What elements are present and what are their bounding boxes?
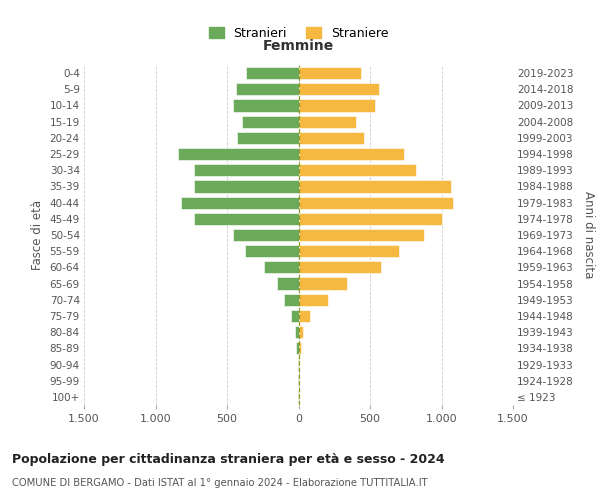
Bar: [237, 132, 299, 144]
Bar: [178, 148, 299, 160]
Bar: [299, 294, 328, 306]
Bar: [299, 326, 303, 338]
Bar: [299, 212, 442, 225]
Bar: [299, 164, 416, 176]
Bar: [264, 262, 299, 274]
Bar: [299, 100, 375, 112]
Bar: [299, 148, 404, 160]
Bar: [299, 116, 356, 128]
Bar: [245, 245, 299, 258]
Bar: [299, 132, 364, 144]
Y-axis label: Anni di nascita: Anni di nascita: [582, 192, 595, 278]
Bar: [284, 294, 299, 306]
Bar: [299, 262, 381, 274]
Bar: [299, 229, 424, 241]
Bar: [299, 180, 451, 192]
Bar: [247, 67, 299, 79]
Legend: Stranieri, Straniere: Stranieri, Straniere: [209, 27, 388, 40]
Bar: [299, 196, 453, 208]
Y-axis label: Fasce di età: Fasce di età: [31, 200, 44, 270]
Bar: [299, 83, 379, 96]
Bar: [299, 342, 301, 354]
Bar: [299, 245, 400, 258]
Bar: [194, 180, 299, 192]
Bar: [236, 83, 299, 96]
Bar: [299, 310, 310, 322]
Bar: [233, 100, 299, 112]
Text: COMUNE DI BERGAMO - Dati ISTAT al 1° gennaio 2024 - Elaborazione TUTTITALIA.IT: COMUNE DI BERGAMO - Dati ISTAT al 1° gen…: [12, 478, 428, 488]
Bar: [277, 278, 299, 289]
Bar: [295, 326, 299, 338]
Bar: [194, 164, 299, 176]
Bar: [194, 212, 299, 225]
Bar: [290, 310, 299, 322]
Bar: [299, 278, 347, 289]
Text: Popolazione per cittadinanza straniera per età e sesso - 2024: Popolazione per cittadinanza straniera p…: [12, 452, 445, 466]
Bar: [181, 196, 299, 208]
Text: Femmine: Femmine: [263, 39, 334, 53]
Bar: [242, 116, 299, 128]
Bar: [233, 229, 299, 241]
Bar: [296, 342, 299, 354]
Bar: [299, 67, 361, 79]
